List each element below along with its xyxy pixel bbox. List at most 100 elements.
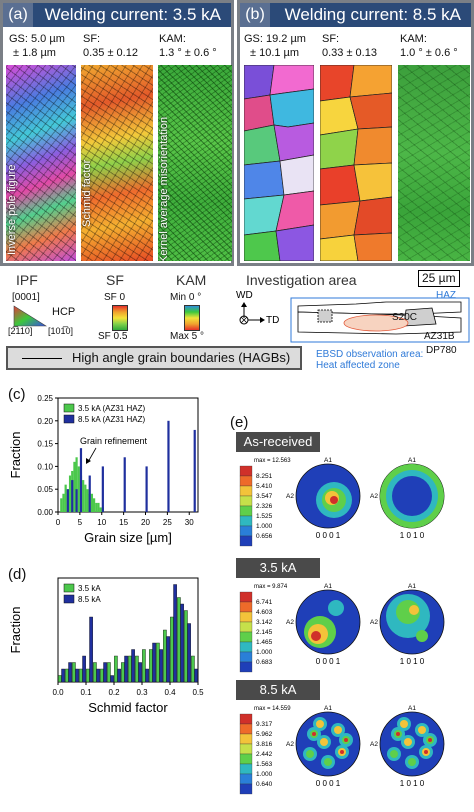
pf-contour [392,476,432,516]
legend-heat-affected-zone: Heat affected zone [316,360,400,371]
legend-sf05: SF 0.5 [98,331,128,342]
legend-kam-title: KAM [176,272,207,288]
legend-sf-title: SF [106,272,124,288]
legend-ipf-0001: [0001] [12,292,40,303]
legend-ipf-title: IPF [16,272,38,288]
label-inverse-pole-figure: Inverse pole figure [6,164,18,256]
bar [79,668,83,683]
pf-contour [311,631,321,641]
legend-swatch [63,594,75,604]
bar [86,489,89,512]
bar [93,498,96,512]
pf-color-swatch [239,495,253,507]
bar [149,649,153,683]
pf-color-swatch [239,713,253,725]
bar [79,448,83,512]
pf-color-swatch [239,621,253,633]
panel-a-letter: (a) [3,3,33,27]
pf-contour [324,758,332,766]
pf-level-label: 2.326 [256,503,273,510]
legend-swatch [63,583,75,593]
pf-level-label: 3.547 [256,493,273,500]
annotation-arrow [87,447,97,463]
pf-color-swatch [239,773,253,785]
pf-a2-label: A2 [370,741,378,748]
pf-group: max = 9.874 6.741 4.603 3.142 2.145 1.465 1.00… [239,583,445,673]
pf-color-swatch [239,723,253,735]
x-tick-label: 0.2 [108,688,120,697]
bar [61,668,65,683]
pf-contour [404,738,412,746]
bar [173,584,177,683]
pf-level-label: 4.603 [256,609,273,616]
panel-b-sf-val: 0.33 ± 0.13 [322,47,377,59]
bar [138,662,142,683]
pf-color-swatch [239,485,253,497]
label-kernel-average-misorientation: Kernel average misorientation [158,116,170,261]
pf-level-label: 0.640 [256,781,273,788]
bar [163,629,167,683]
legend-ebsd-area: EBSD observation area: [316,349,424,360]
pf-level-label: 1.525 [256,513,273,520]
panel-d-letter: (d) [8,566,27,583]
bar [86,668,90,683]
pf-color-swatch [239,783,253,795]
bar [66,489,69,512]
pf-a2-label: A2 [370,619,378,626]
pf-a1-label: A1 [324,457,332,464]
bar [84,484,87,512]
pf-contour [408,758,416,766]
pf-contour [428,738,432,742]
panel-a-gs: GS: 5.0 µm [9,33,65,45]
legend-sf0: SF 0 [104,292,126,303]
bar [107,662,111,683]
pf-max: max = 9.874 [254,584,288,590]
x-tick-label: 0.0 [52,688,64,697]
kam-map-3-5ka: Kernel average misorientation [158,65,232,261]
x-tick-label: 0.4 [164,688,176,697]
pf-a2-label: A2 [370,493,378,500]
legend-kam-min: Min 0 ° [170,292,202,303]
pf-contour [396,732,400,736]
ipf-triangle [13,305,48,327]
bar [82,480,85,512]
pf-color-swatch [239,515,253,527]
chart-schmid-factor: 0.0 0.1 0.2 0.3 0.4 0.5 3.5 kA 8.5 kA Schmid fac… [8,577,204,715]
x-tick-label: 20 [141,518,150,527]
bar [145,466,148,512]
pf-color-swatch [239,525,253,537]
pf-color-swatch [239,535,253,547]
pf-a1-label: A1 [408,705,416,712]
y-tick-label: 0.20 [37,417,53,426]
bar [114,655,118,683]
bar [142,649,146,683]
pf-plane-label: 1 0 1 0 [400,657,425,666]
label-schmid-factor: Schmid factor [81,159,93,227]
pf-color-swatch [239,661,253,673]
pf-group-title: 8.5 kA [236,680,320,700]
x-tick-label: 0.5 [192,688,204,697]
panel-b-sf: SF: [322,33,340,45]
pf-level-label: 8.251 [256,473,273,480]
pf-contour [306,750,314,758]
bar [191,655,195,683]
panel-a-kam-val: 1.3 ° ± 0.6 ° [159,47,217,59]
pf-contour [400,720,408,728]
pf-color-swatch [239,753,253,765]
bar [64,484,67,512]
legend-label: 3.5 kA (AZ31 HAZ) [78,404,145,413]
bar [82,655,86,683]
bar [72,662,76,683]
bar [99,507,102,512]
bar [156,642,160,683]
y-tick-label: 0.10 [37,462,53,471]
pf-contour [409,605,419,615]
kam-map-8-5ka [398,65,470,261]
bar [77,466,80,512]
pf-a1-label: A1 [408,583,416,590]
bar [167,420,170,512]
x-axis-label: Schmid factor [88,700,168,715]
bar [145,668,149,683]
bar [62,493,65,512]
pf-group-title: 3.5 kA [236,558,320,578]
